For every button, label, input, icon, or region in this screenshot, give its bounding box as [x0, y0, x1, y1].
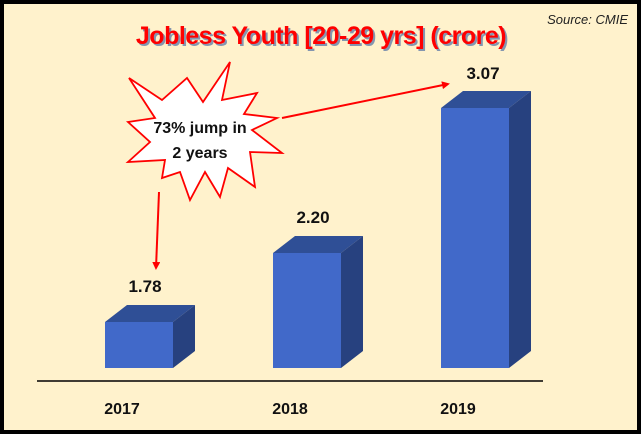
value-label-2017: 1.78	[128, 277, 161, 296]
starburst-text-line1: 73% jump in	[153, 120, 246, 137]
bar-top-face	[273, 236, 363, 253]
x-tick-2018: 2018	[272, 401, 308, 418]
source-label: Source: CMIE	[547, 12, 628, 27]
value-label-2019: 3.07	[466, 64, 499, 83]
bar-front-face	[441, 108, 509, 368]
bar-2017	[105, 305, 195, 368]
annotation-arrow-to-2017	[152, 191, 161, 270]
bar-side-face	[173, 305, 195, 368]
bar-2019	[441, 91, 531, 368]
starburst-text-line2: 2 years	[172, 145, 227, 162]
x-tick-2017: 2017	[104, 401, 140, 418]
bar-2018	[273, 236, 363, 368]
bar-top-face	[105, 305, 195, 322]
bar-side-face	[341, 236, 363, 368]
starburst-callout	[125, 61, 285, 203]
value-label-2018: 2.20	[296, 208, 329, 227]
bar-side-face	[509, 91, 531, 368]
annotation-arrow-to-2019	[281, 81, 450, 119]
bar-top-face	[441, 91, 531, 108]
bar-front-face	[273, 253, 341, 368]
x-tick-2019: 2019	[440, 401, 476, 418]
bar-front-face	[105, 322, 173, 368]
chart-title: Jobless Youth [20-29 yrs] (crore)	[136, 22, 506, 50]
chart-title-shadow: Jobless Youth [20-29 yrs] (crore)	[138, 24, 508, 52]
